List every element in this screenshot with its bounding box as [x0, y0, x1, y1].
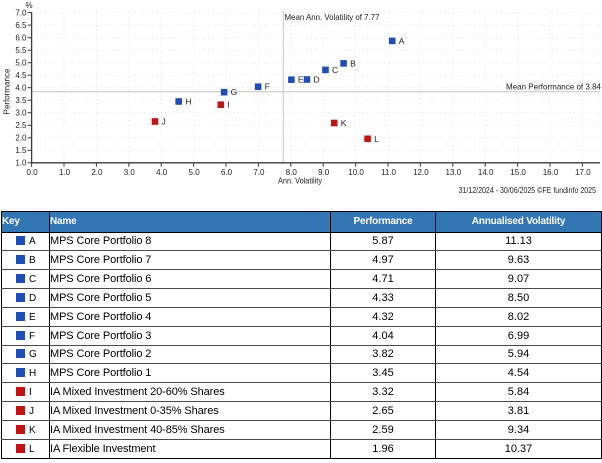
svg-text:9.0: 9.0 [318, 168, 330, 177]
svg-text:H: H [185, 97, 191, 107]
svg-text:12.0: 12.0 [413, 168, 429, 177]
svg-text:3.0: 3.0 [124, 168, 136, 177]
svg-text:K: K [341, 118, 347, 128]
svg-text:0.0: 0.0 [27, 168, 39, 177]
svg-text:13.0: 13.0 [446, 168, 462, 177]
svg-text:3.5: 3.5 [15, 96, 27, 105]
svg-text:1.5: 1.5 [15, 146, 27, 155]
svg-text:7.0: 7.0 [15, 8, 27, 17]
svg-text:2.5: 2.5 [15, 121, 27, 130]
svg-text:G: G [231, 87, 238, 97]
svg-text:4.0: 4.0 [15, 84, 27, 93]
svg-text:4.0: 4.0 [156, 168, 168, 177]
svg-text:F: F [265, 82, 270, 92]
svg-text:3.0: 3.0 [15, 109, 27, 118]
svg-text:6.0: 6.0 [15, 34, 27, 43]
svg-text:6.0: 6.0 [221, 168, 233, 177]
svg-text:Mean Performance of 3.84: Mean Performance of 3.84 [506, 82, 601, 92]
svg-text:14.0: 14.0 [478, 168, 494, 177]
svg-text:15.0: 15.0 [510, 168, 526, 177]
svg-text:%: % [25, 1, 32, 10]
svg-text:8.0: 8.0 [286, 168, 298, 177]
svg-text:E: E [298, 75, 304, 85]
svg-text:Mean Ann. Volatility of 7.77: Mean Ann. Volatility of 7.77 [285, 12, 380, 22]
svg-text:6.5: 6.5 [15, 21, 27, 30]
svg-text:Performance: Performance [3, 68, 12, 114]
svg-text:5.5: 5.5 [15, 46, 27, 55]
svg-text:B: B [350, 58, 356, 68]
svg-text:1.0: 1.0 [59, 168, 71, 177]
svg-text:10.0: 10.0 [348, 168, 364, 177]
svg-text:J: J [162, 117, 166, 127]
svg-text:5.0: 5.0 [189, 168, 201, 177]
svg-text:2.0: 2.0 [91, 168, 103, 177]
svg-text:L: L [374, 134, 379, 144]
svg-text:4.5: 4.5 [15, 71, 27, 80]
svg-text:Ann. Volatility: Ann. Volatility [278, 177, 322, 186]
svg-text:C: C [332, 65, 338, 75]
svg-text:D: D [314, 75, 320, 85]
svg-text:I: I [227, 100, 229, 110]
svg-text:31/12/2024 - 30/06/2025 ©FE fu: 31/12/2024 - 30/06/2025 ©FE fundinfo 202… [459, 185, 597, 195]
svg-text:5.0: 5.0 [15, 59, 27, 68]
svg-text:17.0: 17.0 [575, 168, 591, 177]
svg-text:7.0: 7.0 [253, 168, 265, 177]
svg-text:16.0: 16.0 [543, 168, 559, 177]
svg-text:2.0: 2.0 [15, 134, 27, 143]
svg-text:11.0: 11.0 [381, 168, 397, 177]
svg-text:A: A [399, 36, 405, 46]
svg-text:1.0: 1.0 [15, 159, 27, 168]
